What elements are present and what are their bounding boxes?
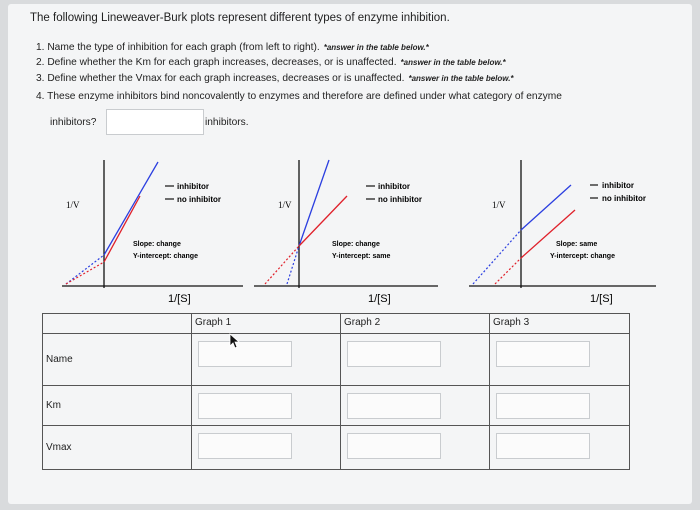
table-header-graph-3: Graph 3 — [489, 313, 630, 334]
graph-1-inhibitor-line — [103, 161, 159, 256]
table-header-graph-2: Graph 2 — [340, 313, 490, 334]
question-1: 1. Name the type of inhibition for each … — [36, 42, 429, 53]
category-answer-input[interactable] — [106, 109, 204, 135]
graph-1-no-inhibitor-extrapolation — [65, 261, 105, 285]
table-row: Km — [42, 385, 630, 426]
table-header-corner — [42, 313, 192, 334]
graph-2-legend-no-inhibitor: no inhibitor — [378, 195, 422, 204]
graph-2-inhibitor-extrapolation — [286, 245, 300, 285]
table-cell — [340, 425, 490, 470]
km-graph-1-input[interactable] — [198, 393, 292, 419]
graph-2-no-inhibitor-line — [298, 195, 348, 247]
question-3: 3. Define whether the Vmax for each grap… — [36, 73, 514, 84]
graph-2-slope-note: Slope: change — [332, 241, 380, 248]
graph-1-x-label: 1/[S] — [168, 293, 191, 305]
row-label-name: Name — [42, 333, 192, 386]
graph-3: inhibitor no inhibitor 1/V Slope: same Y… — [469, 160, 656, 305]
graph-3-no-inhibitor-line — [520, 209, 576, 259]
row-label-km: Km — [42, 385, 192, 426]
question-2-text: 2. Define whether the Km for each graph … — [36, 57, 397, 68]
graph-3-legend-no-inhibitor: no inhibitor — [602, 194, 646, 203]
graph-2-x-label: 1/[S] — [368, 293, 391, 305]
table-cell — [191, 385, 341, 426]
graph-1-slope-note: Slope: change — [133, 241, 181, 248]
table-cell — [489, 333, 630, 386]
answer-table: Graph 1 Graph 2 Graph 3 Name Km Vmax — [42, 313, 630, 470]
table-cell — [191, 425, 341, 470]
question-1-note: *answer in the table below.* — [323, 43, 429, 52]
table-row: Vmax — [42, 425, 630, 470]
vmax-graph-1-input[interactable] — [198, 433, 292, 459]
question-2: 2. Define whether the Km for each graph … — [36, 57, 506, 68]
question-4: 4. These enzyme inhibitors bind noncoval… — [36, 91, 562, 102]
km-graph-2-input[interactable] — [347, 393, 441, 419]
table-cell — [489, 385, 630, 426]
graph-3-inhibitor-extrapolation — [472, 229, 522, 285]
graph-3-inhibitor-line — [520, 184, 572, 231]
name-graph-3-input[interactable] — [496, 341, 590, 367]
graph-1-legend-no-inhibitor: no inhibitor — [177, 195, 221, 204]
graph-1: inhibitor no inhibitor 1/V Slope: change… — [62, 160, 243, 305]
question-3-note: *answer in the table below.* — [408, 74, 514, 83]
category-prefix: inhibitors? — [50, 117, 97, 128]
question-2-note: *answer in the table below.* — [400, 58, 506, 67]
question-4-text: 4. These enzyme inhibitors bind noncoval… — [36, 91, 562, 102]
mouse-cursor-icon — [229, 333, 241, 352]
table-cell — [191, 333, 341, 386]
graph-3-legend-inhibitor: inhibitor — [602, 181, 634, 190]
table-header-row: Graph 1 Graph 2 Graph 3 — [42, 313, 630, 334]
name-graph-2-input[interactable] — [347, 341, 441, 367]
graph-3-intercept-note: Y-intercept: change — [550, 253, 615, 260]
graph-2-intercept-note: Y-intercept: same — [332, 253, 390, 260]
table-header-graph-1: Graph 1 — [191, 313, 341, 334]
graph-2: inhibitor no inhibitor 1/V Slope: change… — [254, 159, 438, 305]
graph-1-intercept-note: Y-intercept: change — [133, 253, 198, 260]
graph-3-x-label: 1/[S] — [590, 293, 613, 305]
table-row: Name — [42, 333, 630, 386]
graph-1-legend-inhibitor: inhibitor — [177, 182, 209, 191]
graph-1-inhibitor-extrapolation — [65, 254, 105, 285]
vmax-graph-2-input[interactable] — [347, 433, 441, 459]
question-3-text: 3. Define whether the Vmax for each grap… — [36, 73, 405, 84]
table-cell — [340, 333, 490, 386]
name-graph-1-input[interactable] — [198, 341, 292, 367]
graph-3-y-label: 1/V — [492, 200, 506, 210]
category-suffix: inhibitors. — [205, 117, 249, 128]
graph-1-y-label: 1/V — [66, 200, 80, 210]
table-cell — [489, 425, 630, 470]
intro-text: The following Lineweaver-Burk plots repr… — [30, 12, 450, 24]
graph-2-inhibitor-line — [298, 159, 330, 247]
table-cell — [340, 385, 490, 426]
km-graph-3-input[interactable] — [496, 393, 590, 419]
graph-3-slope-note: Slope: same — [556, 241, 597, 248]
graph-1-no-inhibitor-line — [103, 195, 141, 263]
vmax-graph-3-input[interactable] — [496, 433, 590, 459]
row-label-vmax: Vmax — [42, 425, 192, 470]
graph-2-no-inhibitor-extrapolation — [264, 245, 300, 285]
graph-2-y-label: 1/V — [278, 200, 292, 210]
lineweaver-burk-graphs: inhibitor no inhibitor 1/V Slope: change… — [62, 159, 656, 305]
graph-3-no-inhibitor-extrapolation — [494, 257, 522, 285]
graph-2-legend-inhibitor: inhibitor — [378, 182, 410, 191]
question-1-text: 1. Name the type of inhibition for each … — [36, 42, 320, 53]
